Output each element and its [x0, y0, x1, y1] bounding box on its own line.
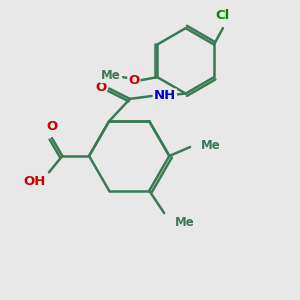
Text: Me: Me [200, 139, 220, 152]
Text: O: O [128, 74, 140, 87]
Text: O: O [46, 120, 58, 133]
Text: Me: Me [175, 216, 194, 229]
Text: Cl: Cl [216, 9, 230, 22]
Text: Me: Me [100, 69, 120, 82]
Text: OH: OH [24, 175, 46, 188]
Text: O: O [95, 80, 106, 94]
Text: NH: NH [154, 89, 176, 102]
